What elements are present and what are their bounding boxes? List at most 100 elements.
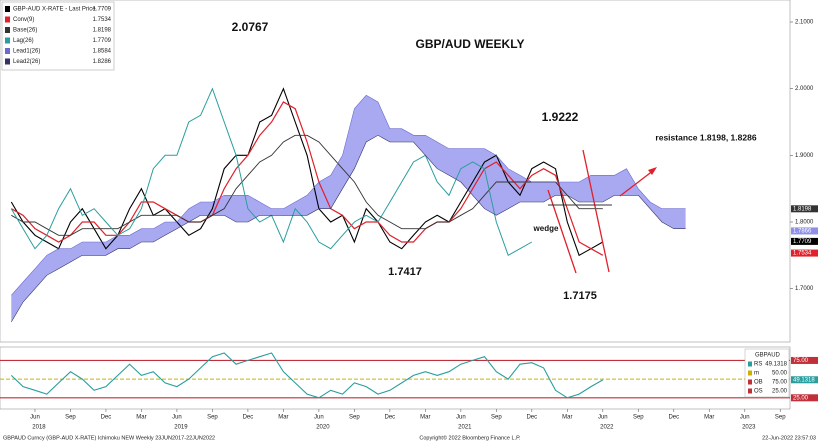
legend-label: m <box>754 371 759 377</box>
annotation: resistance 1.8198, 1.8286 <box>655 132 756 142</box>
main-panel <box>0 0 791 343</box>
annotation: 2.0767 <box>232 20 269 34</box>
axis-tag-label: 1.7709 <box>793 239 812 245</box>
layers <box>0 87 790 399</box>
y-tick-label: 1.9000 <box>795 153 814 159</box>
axis-tag <box>791 394 818 402</box>
series-line <box>11 134 603 236</box>
rsi-panel <box>0 346 791 410</box>
rsi-legend-title: GBPAUD <box>755 353 781 359</box>
annotation: 1.7175 <box>563 290 597 302</box>
rsi-legend-box <box>744 348 790 398</box>
cloud-edge <box>11 134 686 323</box>
legend-swatch <box>748 361 752 367</box>
chart-title: GBP/AUD WEEKLY <box>416 37 525 51</box>
legend-label: OS <box>754 389 763 395</box>
annotation: 1.7417 <box>388 266 422 278</box>
x-tick-label: Dec <box>668 415 679 421</box>
x-tick-label: Mar <box>420 415 430 421</box>
x-group-label: 2022 <box>600 425 614 431</box>
arrow-head <box>648 167 657 175</box>
x-tick-label: Sep <box>65 415 76 421</box>
legend-swatch <box>5 48 10 54</box>
x-tick-label: Jun <box>314 415 324 421</box>
legend-label: OB <box>754 380 763 386</box>
x-group-label: 2021 <box>458 425 472 431</box>
x-tick-label: Sep <box>491 415 502 421</box>
x-tick-label: Sep <box>207 415 218 421</box>
series-line <box>11 101 604 256</box>
x-tick-label: Dec <box>526 415 537 421</box>
rsi-line <box>10 352 604 399</box>
axis-tag <box>791 376 818 384</box>
y-tick-label: 1.8000 <box>795 220 814 226</box>
y-tick-label: 2.1000 <box>795 20 814 26</box>
y-tick-label: 1.7000 <box>795 286 814 292</box>
legend-swatch <box>5 6 10 12</box>
legend-value: 1.7534 <box>93 17 112 23</box>
cloud-edge <box>11 94 686 296</box>
legend-swatch <box>748 370 752 376</box>
legend-label: Base(26) <box>13 28 37 34</box>
x-group-label: 2023 <box>742 425 756 431</box>
legend-value: 50.00 <box>772 371 788 377</box>
axis-tag <box>791 227 818 235</box>
x-tick-label: Dec <box>243 415 254 421</box>
wedge-line <box>582 149 610 273</box>
legend-value: 1.7709 <box>93 7 112 13</box>
legend-swatch <box>5 37 10 44</box>
x-tick-label: Dec <box>101 415 112 421</box>
axis-tag <box>791 249 818 257</box>
axis-tag-label: 49.1318 <box>793 377 815 383</box>
legend-value: 1.7709 <box>93 38 112 44</box>
legend-swatch <box>5 16 10 23</box>
axis-tag-label: 1.8198 <box>793 206 812 212</box>
x-tick-label: Sep <box>349 415 360 421</box>
legend: GBP-AUD X-RATE - Last Price1.7709Conv(9)… <box>1 1 115 71</box>
x-tick-label: Jun <box>30 415 40 421</box>
legend-swatch <box>5 58 10 65</box>
cloud <box>11 95 686 322</box>
axis-tag-label: 75.00 <box>793 358 809 364</box>
footer-left: GBPAUD Curncy (GBP-AUD X-RATE) Ichimoku … <box>3 435 215 441</box>
legend-box <box>1 1 115 71</box>
x-tick-label: Sep <box>633 415 644 421</box>
x-group-label: 2019 <box>174 425 188 431</box>
arrow <box>619 169 655 197</box>
x-tick-label: Jun <box>740 415 750 421</box>
legend-label: Lead2(26) <box>13 59 40 65</box>
legend-value: 49.1318 <box>765 362 787 368</box>
legend-label: Lead1(26) <box>13 49 40 55</box>
annotation: wedge <box>533 224 559 233</box>
legend-label: Lag(26) <box>13 38 34 44</box>
x-tick-label: Jun <box>598 415 608 421</box>
axis-tag <box>791 237 818 245</box>
axis-tag-label: 25.00 <box>793 395 809 401</box>
y-tick-label: 2.0000 <box>795 86 814 92</box>
x-group-label: 2018 <box>32 425 46 431</box>
legend-value: 1.8198 <box>93 28 112 34</box>
legend-swatch <box>5 27 10 33</box>
legend-label: RS <box>754 362 762 368</box>
x-group-label: 2020 <box>316 425 330 431</box>
legend-swatch <box>748 388 752 394</box>
axis-tag-label: 1.7534 <box>793 251 812 257</box>
axis-tag <box>791 205 818 213</box>
axis-tag-label: 1.7866 <box>793 229 812 235</box>
x-tick-label: Jun <box>456 415 466 421</box>
legend-label: GBP-AUD X-RATE - Last Price <box>13 7 96 13</box>
footer-center: Copyright© 2022 Bloomberg Finance L.P. <box>419 434 521 441</box>
x-tick-label: Mar <box>562 415 572 421</box>
x-tick-label: Dec <box>385 415 396 421</box>
legend-value: 1.8584 <box>93 49 112 55</box>
footer-right: 22-Jun-2022 23:57:03 <box>762 435 816 441</box>
series-line <box>10 87 604 257</box>
x-tick-label: Mar <box>704 415 714 421</box>
legend-value: 25.00 <box>772 389 788 395</box>
axis-tag <box>791 356 818 364</box>
legend-label: Conv(9) <box>13 17 34 23</box>
wedge-line <box>547 189 577 274</box>
x-tick-label: Mar <box>278 415 288 421</box>
